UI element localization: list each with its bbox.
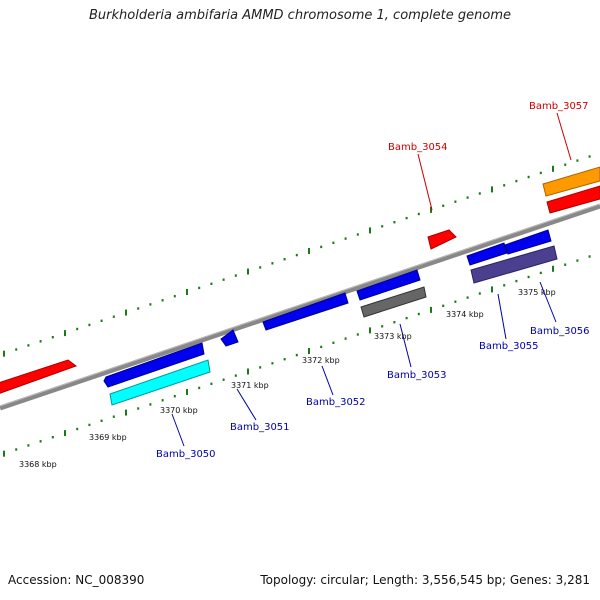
scale-label: 3368 kbp (19, 460, 57, 469)
scale-label: 3370 kbp (160, 406, 198, 415)
gene-label-bamb-3056: Bamb_3056 (530, 326, 590, 337)
feature-bamb-3050-upper[interactable] (103, 342, 205, 388)
feature-bamb-3054[interactable] (427, 229, 457, 250)
gene-label-bamb-3053: Bamb_3053 (387, 370, 447, 381)
scale-label: 3371 kbp (231, 381, 269, 390)
feature-bamb-3056[interactable] (470, 245, 558, 284)
feature-bamb-3057-orange[interactable] (542, 166, 600, 197)
feature-forward-left[interactable] (0, 359, 78, 395)
feature-bamb-3053[interactable] (360, 286, 427, 318)
feature-bamb-3051[interactable] (220, 329, 239, 347)
feature-bamb-3050[interactable] (109, 359, 211, 406)
callout-lines (171, 112, 572, 447)
tick-row-inner (3, 255, 591, 457)
gene-label-bamb-3054: Bamb_3054 (388, 142, 448, 153)
gene-label-bamb-3051: Bamb_3051 (230, 422, 290, 433)
scale-labels: 3368 kbp 3369 kbp 3370 kbp 3371 kbp 3372… (19, 288, 556, 469)
feature-track (0, 166, 600, 406)
gene-label-bamb-3052: Bamb_3052 (306, 397, 366, 408)
map-title: Burkholderia ambifaria AMMD chromosome 1… (88, 8, 512, 23)
accession-text: Accession: NC_008390 (8, 573, 145, 587)
feature-bamb-3056-upper[interactable] (504, 229, 552, 255)
chromosome-backbone (0, 203, 600, 411)
feature-bamb-3053-upper[interactable] (356, 269, 421, 301)
gene-label-bamb-3050: Bamb_3050 (156, 449, 216, 460)
genome-summary-text: Topology: circular; Length: 3,556,545 bp… (260, 573, 590, 587)
scale-label: 3372 kbp (302, 356, 340, 365)
chromosome-backbone-highlight (0, 203, 600, 407)
gene-label-bamb-3055: Bamb_3055 (479, 341, 539, 352)
feature-bamb-3057[interactable] (546, 185, 600, 214)
feature-bamb-3055[interactable] (466, 242, 508, 266)
feature-bamb-3052[interactable] (262, 292, 349, 331)
gene-label-bamb-3057: Bamb_3057 (529, 101, 589, 112)
scale-label: 3374 kbp (446, 310, 484, 319)
scale-label: 3375 kbp (518, 288, 556, 297)
scale-label: 3369 kbp (89, 433, 127, 442)
scale-label: 3373 kbp (374, 332, 412, 341)
tick-row-outer (3, 155, 591, 357)
gene-labels: Bamb_3050 Bamb_3051 Bamb_3052 Bamb_3053 … (156, 101, 590, 460)
